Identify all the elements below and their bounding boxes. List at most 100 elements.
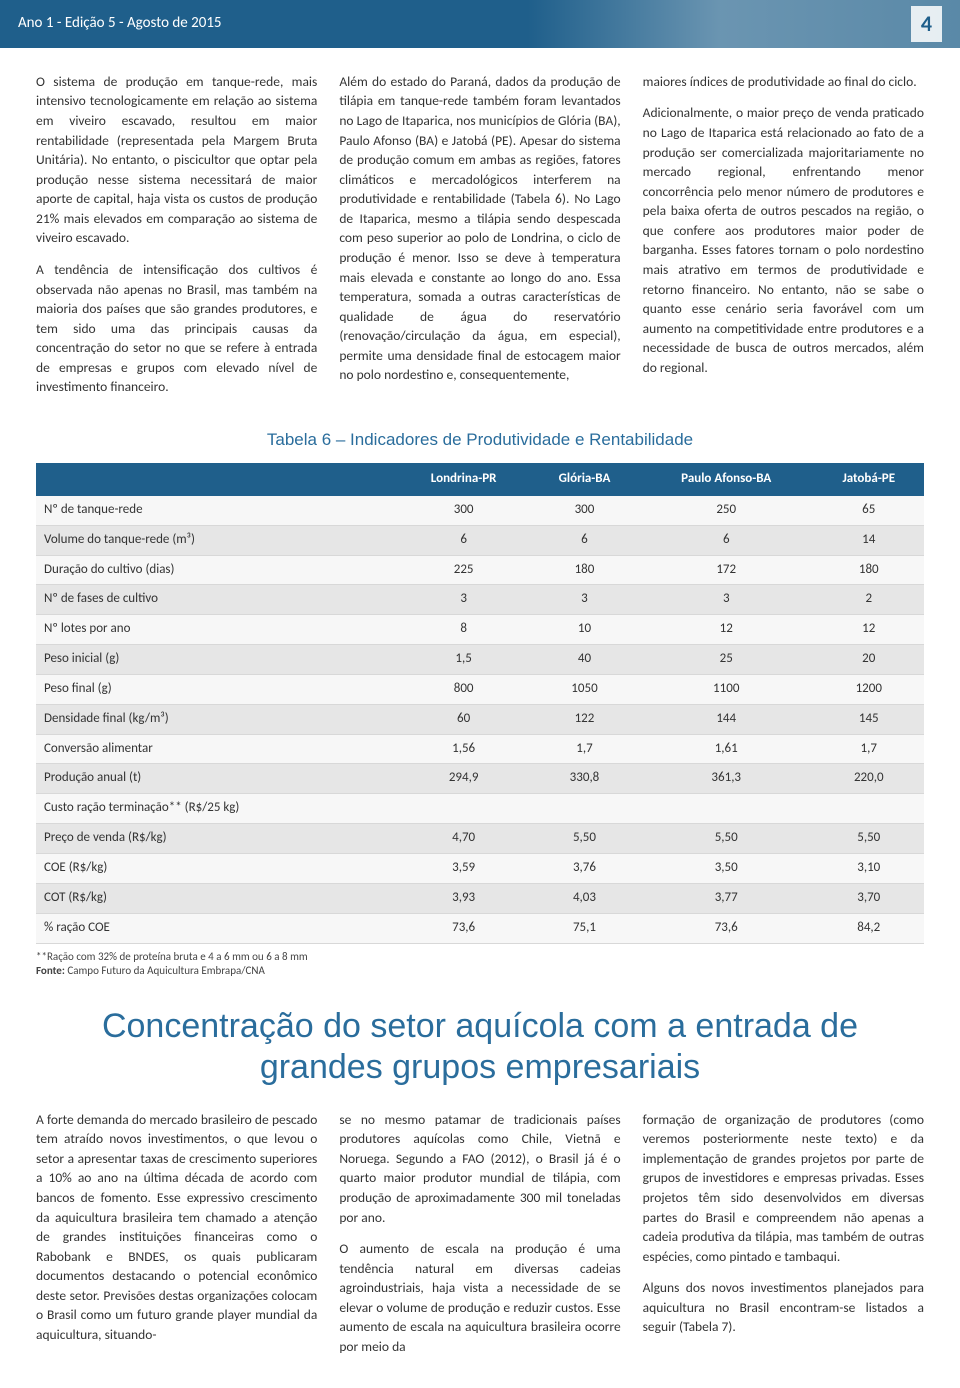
article-2-columns: A forte demanda do mercado brasileiro de… — [36, 1110, 924, 1358]
article1-p2: A tendência de intensificação dos cultiv… — [36, 260, 317, 397]
row-value: 294,9 — [397, 764, 530, 794]
row-value: 3,70 — [814, 883, 924, 913]
row-value: 225 — [397, 555, 530, 585]
article2-title: Concentração do setor aquícola com a ent… — [66, 1006, 894, 1088]
footnote-1: **Ração com 32% de proteína bruta e 4 a … — [36, 950, 924, 964]
table-row: Nº de tanque-rede30030025065 — [36, 496, 924, 525]
row-value: 84,2 — [814, 913, 924, 943]
row-value: 180 — [530, 555, 639, 585]
row-value: 75,1 — [530, 913, 639, 943]
footnote-2-label: Fonte: — [36, 964, 65, 977]
footnote-2-text: Campo Futuro da Aquicultura Embrapa/CNA — [65, 964, 265, 977]
row-value: 300 — [530, 496, 639, 525]
table6-head: Londrina-PRGlória-BAPaulo Afonso-BAJatob… — [36, 463, 924, 496]
row-value: 361,3 — [639, 764, 814, 794]
table-row: Nº lotes por ano8101212 — [36, 615, 924, 645]
table-row: Preço de venda (R$/kg)4,705,505,505,50 — [36, 824, 924, 854]
page-number: 4 — [911, 6, 942, 42]
edition-label: Ano 1 - Edição 5 - Agosto de 2015 — [18, 13, 222, 35]
row-value: 1,5 — [397, 645, 530, 675]
row-value: 12 — [639, 615, 814, 645]
row-value: 3 — [530, 585, 639, 615]
table6-body: Nº de tanque-rede30030025065Volume do ta… — [36, 496, 924, 943]
row-value: 12 — [814, 615, 924, 645]
table6-col-2: Glória-BA — [530, 463, 639, 496]
row-value: 180 — [814, 555, 924, 585]
row-value: 5,50 — [814, 824, 924, 854]
row-label: Conversão alimentar — [36, 734, 397, 764]
table-row: Densidade final (kg/m³)60122144145 — [36, 704, 924, 734]
row-value: 172 — [639, 555, 814, 585]
table6-footnotes: **Ração com 32% de proteína bruta e 4 a … — [36, 950, 924, 979]
row-value: 3,10 — [814, 853, 924, 883]
article-1-columns: O sistema de produção em tanque-rede, ma… — [36, 72, 924, 398]
row-value: 1200 — [814, 674, 924, 704]
article2-p5: Alguns dos novos investimentos planejado… — [643, 1278, 924, 1337]
row-value: 122 — [530, 704, 639, 734]
row-value: 14 — [814, 525, 924, 555]
row-value: 73,6 — [397, 913, 530, 943]
row-value: 3,76 — [530, 853, 639, 883]
row-label: Preço de venda (R$/kg) — [36, 824, 397, 854]
row-label: % ração COE — [36, 913, 397, 943]
page-header: Ano 1 - Edição 5 - Agosto de 2015 4 — [0, 0, 960, 48]
article1-p5: Adicionalmente, o maior preço de venda p… — [643, 103, 924, 377]
table6-title: Tabela 6 – Indicadores de Produtividade … — [36, 428, 924, 453]
row-value: 250 — [639, 496, 814, 525]
row-value: 1100 — [639, 674, 814, 704]
table-row: Custo ração terminação** (R$/25 kg) — [36, 794, 924, 824]
row-label: Nº de fases de cultivo — [36, 585, 397, 615]
row-label: Peso final (g) — [36, 674, 397, 704]
row-value: 800 — [397, 674, 530, 704]
article2-p4: formação de organização de produtores (c… — [643, 1110, 924, 1267]
row-label: Densidade final (kg/m³) — [36, 704, 397, 734]
row-value — [639, 794, 814, 824]
row-value: 73,6 — [639, 913, 814, 943]
row-label: Volume do tanque-rede (m³) — [36, 525, 397, 555]
row-value — [814, 794, 924, 824]
row-value — [530, 794, 639, 824]
row-value: 3,50 — [639, 853, 814, 883]
table-row: Produção anual (t)294,9330,8361,3220,0 — [36, 764, 924, 794]
table6-col-1: Londrina-PR — [397, 463, 530, 496]
table-row: COT (R$/kg)3,934,033,773,70 — [36, 883, 924, 913]
table-row: % ração COE73,675,173,684,2 — [36, 913, 924, 943]
row-value: 1,56 — [397, 734, 530, 764]
row-value: 1,7 — [814, 734, 924, 764]
row-value: 6 — [530, 525, 639, 555]
row-value: 4,70 — [397, 824, 530, 854]
article2-p1: A forte demanda do mercado brasileiro de… — [36, 1110, 317, 1345]
article1-p4: maiores índices de produtividade ao fina… — [643, 72, 924, 92]
row-value: 145 — [814, 704, 924, 734]
row-value: 40 — [530, 645, 639, 675]
row-value: 144 — [639, 704, 814, 734]
row-label: COT (R$/kg) — [36, 883, 397, 913]
article1-p1: O sistema de produção em tanque-rede, ma… — [36, 72, 317, 248]
row-value: 3,93 — [397, 883, 530, 913]
row-label: Peso inicial (g) — [36, 645, 397, 675]
row-value: 3 — [397, 585, 530, 615]
row-label: Produção anual (t) — [36, 764, 397, 794]
row-value: 5,50 — [639, 824, 814, 854]
row-label: Custo ração terminação** (R$/25 kg) — [36, 794, 397, 824]
article2-p3: O aumento de escala na produção é uma te… — [339, 1239, 620, 1356]
row-label: COE (R$/kg) — [36, 853, 397, 883]
row-value: 4,03 — [530, 883, 639, 913]
footnote-2: Fonte: Campo Futuro da Aquicultura Embra… — [36, 964, 924, 978]
page-content: O sistema de produção em tanque-rede, ma… — [0, 48, 960, 1388]
row-value: 3,77 — [639, 883, 814, 913]
row-value — [397, 794, 530, 824]
row-label: Nº de tanque-rede — [36, 496, 397, 525]
table6-col-0 — [36, 463, 397, 496]
row-label: Duração do cultivo (dias) — [36, 555, 397, 585]
row-value: 10 — [530, 615, 639, 645]
row-value: 3,59 — [397, 853, 530, 883]
row-value: 65 — [814, 496, 924, 525]
article2-p2: se no mesmo patamar de tradicionais país… — [339, 1110, 620, 1227]
row-value: 5,50 — [530, 824, 639, 854]
row-value: 2 — [814, 585, 924, 615]
table-row: COE (R$/kg)3,593,763,503,10 — [36, 853, 924, 883]
row-value: 3 — [639, 585, 814, 615]
table-row: Peso inicial (g)1,5402520 — [36, 645, 924, 675]
row-value: 1,7 — [530, 734, 639, 764]
